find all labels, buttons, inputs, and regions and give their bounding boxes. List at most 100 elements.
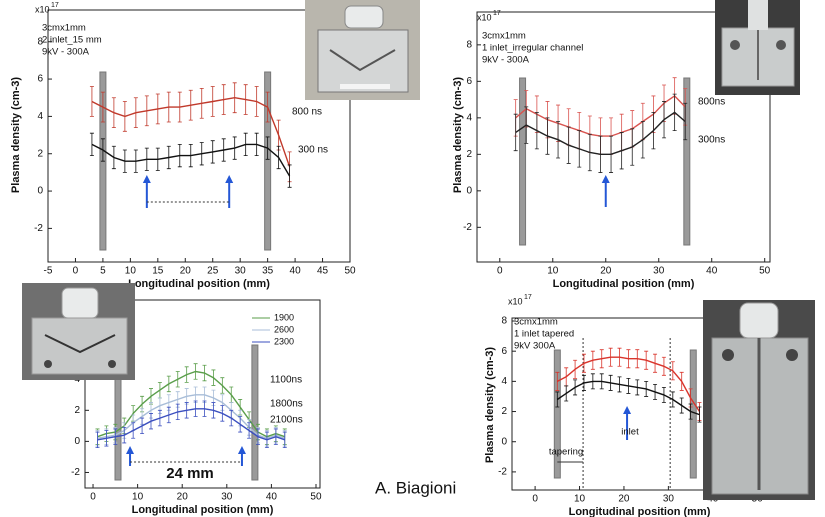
error-cap [573, 359, 578, 379]
error-cap [630, 128, 635, 166]
error-cap [524, 106, 529, 144]
error-cap [166, 375, 171, 393]
photo-hole [44, 360, 52, 368]
inlet-arrow-head [237, 446, 246, 454]
error-cap [599, 349, 604, 369]
photo-knob [739, 302, 779, 339]
series [555, 373, 702, 423]
series-label: 800ns [698, 97, 725, 108]
photo-glass [340, 84, 390, 89]
error-cap [211, 402, 216, 419]
error-cap [635, 349, 640, 369]
annotation: tapering [549, 447, 583, 458]
error-cap [89, 86, 94, 117]
error-cap [573, 379, 578, 396]
info-note: 3cmx1mm [42, 23, 86, 34]
y-tick-label: 2 [37, 148, 43, 159]
y-tick-label: -2 [498, 467, 507, 478]
error-cap [184, 402, 189, 419]
x-tick-label: 20 [177, 492, 189, 503]
error-cap [131, 422, 136, 439]
error-cap [653, 353, 658, 373]
legend-label: 2600 [274, 324, 294, 334]
x-axis-label: Longitudinal position (mm) [553, 278, 695, 290]
series-line [91, 143, 291, 177]
error-cap [221, 84, 226, 115]
photo-channel [44, 334, 116, 354]
series [95, 400, 287, 449]
x-tick-label: 5 [100, 266, 106, 277]
photo-device-2 [715, 0, 800, 95]
error-cap [155, 147, 160, 171]
error-cap [581, 374, 586, 391]
series-line [556, 380, 700, 416]
series-label: 800 ns [292, 107, 322, 118]
error-cap [679, 397, 684, 414]
error-cap [157, 409, 162, 427]
x-tick-label: 40 [266, 492, 278, 503]
series [513, 93, 688, 173]
error-cap [188, 89, 193, 121]
y-tick-label: -2 [71, 467, 80, 478]
error-cap [662, 101, 667, 139]
y-tick-label: 8 [466, 39, 472, 50]
error-cap [254, 86, 259, 117]
error-cap [626, 349, 631, 369]
error-cap [626, 377, 631, 394]
capillary-wall [264, 71, 272, 251]
inlet-arrow-head [225, 175, 234, 183]
error-cap [193, 363, 198, 380]
error-cap [590, 373, 595, 390]
error-cap [513, 113, 518, 152]
x-axis-label: Longitudinal position (mm) [128, 278, 270, 290]
x-tick-label: 50 [759, 266, 771, 277]
y-axis-label: Plasma density (cm-3) [10, 77, 22, 193]
x-tick-label: 40 [706, 266, 718, 277]
capillary-wall [251, 344, 259, 481]
error-cap [590, 350, 595, 370]
y-tick-label: -2 [463, 222, 472, 233]
error-cap [166, 406, 171, 424]
error-cap [273, 428, 278, 445]
error-cap [555, 391, 560, 408]
annotation: inlet [621, 427, 639, 438]
error-cap [133, 149, 138, 173]
y-tick-label: 0 [501, 436, 507, 447]
photo-hole [722, 349, 734, 361]
error-cap [104, 430, 109, 447]
series-line [515, 111, 686, 155]
axis-multiplier-exponent: 17 [51, 2, 59, 9]
error-cap [177, 144, 182, 168]
info-note: 1 inlet tapered [514, 329, 574, 340]
y-tick-label: 8 [501, 316, 507, 327]
error-cap [202, 364, 207, 382]
info-note: 2 inlet_15 mm [42, 35, 102, 46]
inlet-arrow-head [142, 175, 151, 183]
error-cap [211, 369, 216, 386]
x-tick-label: 45 [317, 266, 329, 277]
y-axis-label: Plasma density (cm-3) [452, 77, 464, 193]
x-tick-label: 20 [180, 266, 192, 277]
x-tick-label: 0 [73, 266, 79, 277]
x-tick-label: 25 [207, 266, 219, 277]
error-cap [89, 132, 94, 156]
x-tick-label: 20 [600, 266, 612, 277]
axis-multiplier: x10 [477, 12, 492, 22]
plot-frame [476, 11, 771, 263]
error-cap [683, 102, 688, 141]
x-tick-label: 10 [132, 492, 144, 503]
error-cap [210, 140, 215, 164]
x-tick-label: 30 [221, 492, 233, 503]
error-cap [587, 133, 592, 172]
legend-label: 2300 [274, 336, 294, 346]
error-cap [661, 356, 666, 376]
x-tick-label: 10 [574, 494, 586, 505]
error-cap [651, 111, 656, 150]
error-cap [679, 371, 684, 391]
error-cap [254, 132, 259, 156]
error-cap [287, 164, 292, 188]
x-tick-label: 20 [618, 494, 630, 505]
error-cap [220, 377, 225, 394]
plot-frame [47, 9, 351, 263]
